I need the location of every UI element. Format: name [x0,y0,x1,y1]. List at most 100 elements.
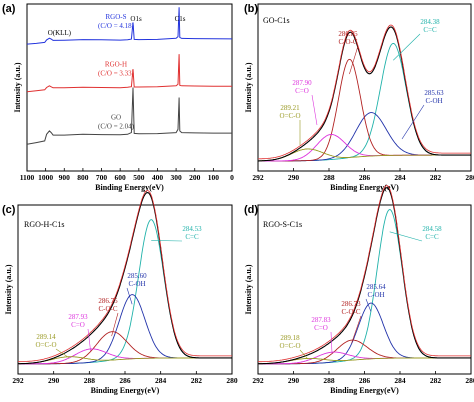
annotation-leader-line [311,94,318,126]
x-tick-label: 280 [465,173,474,182]
x-tick-label: 284 [155,376,167,385]
x-tick-label: 1100 [20,173,35,182]
component-bond-label: C=O [314,324,328,332]
x-tick-label: 282 [430,376,442,385]
x-tick-label: 290 [288,173,300,182]
series-sample-label: RGO-H [105,61,127,69]
component-position-label: 289.21 [280,104,300,112]
x-tick-label: 400 [152,173,164,182]
x-tick-label: 280 [465,376,474,385]
component-bond-label: C=C [423,26,437,34]
annotation-leader-line [55,348,70,358]
series-line-rgo-h [26,54,232,93]
x-tick-label: 600 [115,173,127,182]
x-tick-label: 286 [359,376,371,385]
component-bond-label: O=C-O [35,341,56,349]
component-bond-label: C=O [71,321,85,329]
annotation-leader-line [351,315,362,344]
component-position-label: 284.38 [420,18,440,26]
raw-spectrum-line [258,26,471,162]
component-bond-label: C-OH [425,97,442,105]
series-sample-label: GO [111,113,121,121]
annotation-leader-line [87,328,91,351]
x-tick-label: 800 [77,173,89,182]
x-tick-label: 288 [323,376,335,385]
series-ratio-label: (C/O = 4.18) [98,22,135,30]
component-peak-ceqo [18,348,232,365]
x-tick-label: 292 [252,376,264,385]
x-tick-label: 288 [84,376,96,385]
component-position-label: 285.63 [424,89,444,97]
component-position-label: 285.64 [366,283,386,291]
panel-label: (b) [244,3,258,15]
x-tick-label: 290 [48,376,60,385]
panel-label: (a) [2,3,16,15]
peak-label-okll: O(KLL) [48,29,72,37]
series-sample-label: RGO-S [105,13,126,21]
panel-title: GO-C1s [263,16,290,25]
x-tick-label: 1000 [38,173,53,182]
x-tick-label: 900 [59,173,71,182]
peak-label-o1s: O1s [130,15,142,23]
component-bond-label: C-O-C [98,305,117,313]
component-position-label: 286.75 [98,297,118,305]
annotation-leader-line [151,240,183,242]
panel-label: (c) [2,204,16,216]
annotation-leader-line [330,331,333,354]
x-axis-label: Binding Energy(eV) [95,183,164,192]
panel-c: 292 290 288 286 284 282 280 Binding Energy(eV) I… [4,190,238,395]
annotation-leader-line [299,349,309,360]
raw-spectrum-line [18,192,232,365]
plot-frame [257,3,472,172]
panel-title: RGO-S-C1s [263,220,302,229]
x-tick-label: 290 [288,376,300,385]
panel-d: 292 290 288 286 284 282 280 Binding Energy(eV) I… [244,185,474,395]
x-tick-label: 282 [191,376,203,385]
component-bond-label: C=C [185,233,199,241]
x-tick-label: 500 [133,173,145,182]
panel-b: 292 290 288 286 284 282 280 Binding Energy(eV) I… [244,3,474,192]
x-axis-label: Binding Energy(eV) [330,386,399,395]
component-position-label: 289.14 [36,333,56,341]
component-position-label: 286.85 [338,30,358,38]
component-bond-label: C=C [425,233,439,241]
annotation-leader-line [111,312,119,337]
component-bond-label: O=C-O [279,112,300,120]
x-axis-label: Binding Energy(eV) [91,386,160,395]
fit-envelope-line [258,24,471,160]
x-tick-label: 286 [359,173,371,182]
raw-spectrum-line [257,187,471,365]
x-tick-label: 280 [226,376,238,385]
panel-a: 1100 1000 900 800 700 600 500 400 300 200 100 0Bind… [13,3,234,192]
y-axis-label: Intensity (a.u.) [244,62,253,112]
component-bond-label: C-O-C [341,308,360,316]
series-line-go [26,87,232,145]
component-position-label: 289.18 [280,334,300,342]
component-bond-label: C-O-C [338,38,357,46]
fit-envelope-line [18,190,232,363]
x-tick-label: 284 [394,173,406,182]
x-axis-label: Binding Energy(eV) [330,183,399,192]
component-position-label: 286.73 [341,300,361,308]
x-tick-label: 286 [119,376,131,385]
annotation-leader-line [389,231,423,242]
component-position-label: 287.93 [68,313,88,321]
annotation-leader-line [401,104,425,140]
x-tick-label: 288 [323,173,335,182]
x-tick-label: 292 [12,376,24,385]
component-position-label: 287.90 [292,79,312,87]
x-tick-label: 700 [96,173,108,182]
component-position-label: 285.60 [127,272,147,280]
x-tick-label: 100 [208,173,220,182]
series-line-rgo-s [26,7,233,45]
x-tick-label: 282 [430,173,442,182]
x-tick-label: 300 [170,173,182,182]
y-axis-label: Intensity (a.u.) [13,62,22,112]
component-position-label: 284.53 [182,225,202,233]
component-position-label: 287.83 [311,316,331,324]
series-ratio-label: (C/O = 3.33) [98,70,135,78]
annotation-leader-line [365,298,372,312]
y-axis-label: Intensity (a.u.) [4,264,13,314]
x-tick-label: 284 [394,376,406,385]
